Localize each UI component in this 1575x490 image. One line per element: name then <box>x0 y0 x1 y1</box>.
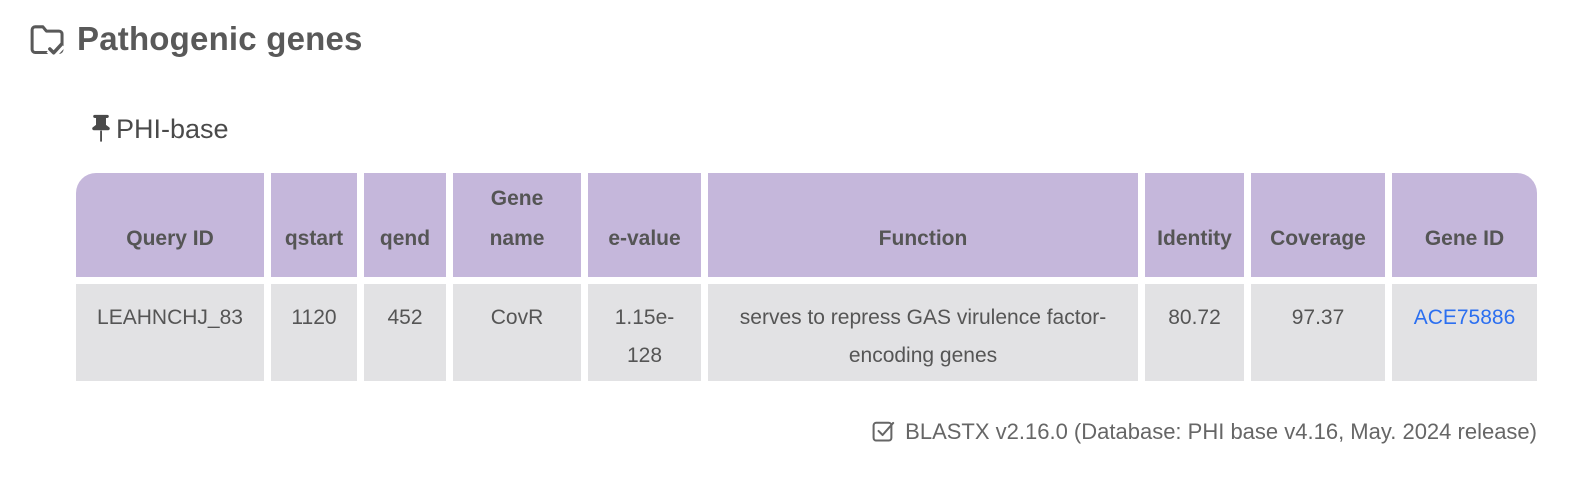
cell-qstart: 1120 <box>271 284 357 381</box>
cell-function: serves to repress GAS virulence factor-e… <box>708 284 1138 381</box>
column-header-gene-id: Gene ID <box>1392 173 1537 277</box>
cell-query-id: LEAHNCHJ_83 <box>76 284 264 381</box>
ballot-check-icon <box>872 421 895 442</box>
cell-gene-name: CovR <box>453 284 581 381</box>
cell-gene-id: ACE75886 <box>1392 284 1537 381</box>
column-header-e-value: e-value <box>588 173 701 277</box>
page-title: Pathogenic genes <box>77 20 363 57</box>
cell-identity: 80.72 <box>1145 284 1244 381</box>
gene-id-link[interactable]: ACE75886 <box>1413 306 1516 329</box>
column-header-qend: qend <box>364 173 446 277</box>
column-header-function: Function <box>708 173 1138 277</box>
phi-base-table-container: Query ID qstart qend Gene name e-value F… <box>69 166 1575 388</box>
page-heading: Pathogenic genes <box>27 20 1575 58</box>
table-header-row: Query ID qstart qend Gene name e-value F… <box>76 173 1537 277</box>
column-header-query-id: Query ID <box>76 173 264 277</box>
cell-e-value: 1.15e-128 <box>588 284 701 381</box>
cell-qend: 452 <box>364 284 446 381</box>
subsection-phi-base: PHI-base <box>88 112 1575 146</box>
cell-coverage: 97.37 <box>1251 284 1385 381</box>
table-row: LEAHNCHJ_83 1120 452 CovR 1.15e-128 serv… <box>76 284 1537 381</box>
column-header-qstart: qstart <box>271 173 357 277</box>
caption-text: BLASTX v2.16.0 (Database: PHI base v4.16… <box>905 419 1537 444</box>
column-header-gene-name: Gene name <box>453 173 581 277</box>
tool-version-caption: BLASTX v2.16.0 (Database: PHI base v4.16… <box>0 416 1537 445</box>
pushpin-icon <box>92 114 110 142</box>
folder-check-icon <box>30 25 66 58</box>
subsection-label: PHI-base <box>116 113 229 144</box>
phi-base-table: Query ID qstart qend Gene name e-value F… <box>69 166 1544 388</box>
column-header-coverage: Coverage <box>1251 173 1385 277</box>
column-header-identity: Identity <box>1145 173 1244 277</box>
